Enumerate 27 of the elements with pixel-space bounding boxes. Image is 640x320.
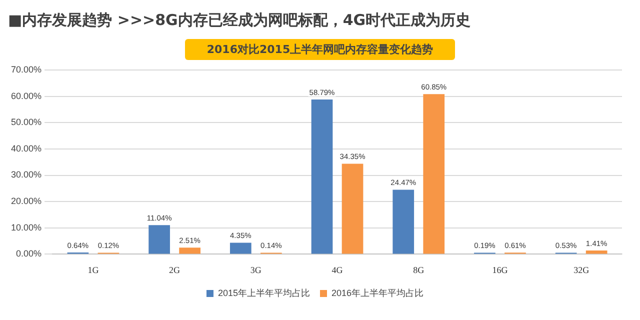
y-tick-label: 0.00% [16,248,42,259]
y-tick-label: 60.00% [10,90,42,101]
bar [586,250,608,254]
x-tick-label: 4G [332,264,344,275]
y-tick-label: 10.00% [10,222,42,232]
y-tick-label: 70.00% [10,64,42,74]
y-tick-label: 30.00% [10,170,42,180]
legend-label: 2015年上半年平均占比 [218,288,310,298]
bar [148,225,170,254]
chart-title: ■内存发展趋势 >>>8G内存已经成为网吧标配，4G时代正成为历史 [8,10,472,31]
x-tick-label: 2G [169,264,181,275]
x-tick-label: 32G [574,264,590,275]
x-tick-label: 3G [250,264,262,275]
bar [179,248,200,254]
x-tick-label: 1G [88,264,100,275]
chart-subtitle: 2016对比2015上半年网吧内存容量变化趋势 [184,39,456,60]
bar [311,100,333,254]
bar [392,190,414,254]
bar [230,242,252,254]
bar [423,94,445,254]
x-tick-label: 16G [492,264,508,275]
y-tick-label: 40.00% [10,143,42,154]
bar [342,164,364,254]
y-tick-label: 20.00% [10,196,42,206]
y-tick-label: 50.00% [10,117,42,128]
x-tick-label: 8G [413,264,425,275]
legend-label: 2016年上半年平均占比 [332,288,424,298]
